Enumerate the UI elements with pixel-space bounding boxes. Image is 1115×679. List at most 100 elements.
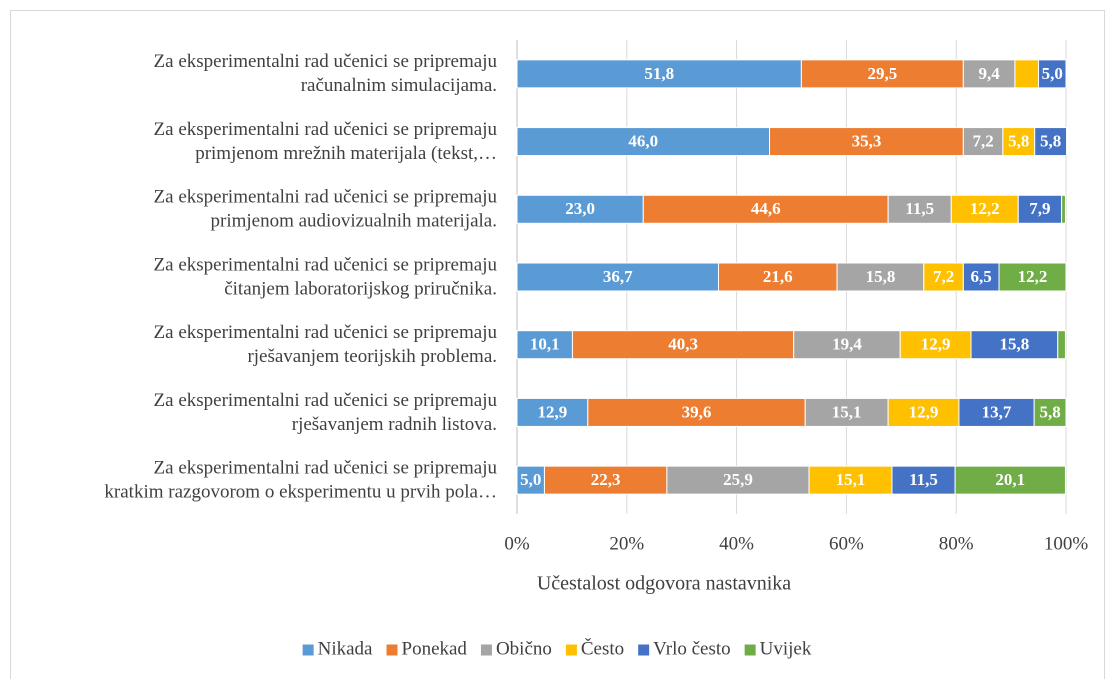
bar-segment bbox=[717, 262, 838, 292]
data-label: 12,2 bbox=[970, 199, 1000, 218]
y-tick-label: kratkim razgovorom o eksperimentu u prvi… bbox=[104, 482, 497, 503]
bar-segment bbox=[1034, 127, 1068, 157]
data-label: 44,6 bbox=[751, 199, 781, 218]
data-label: 15,8 bbox=[866, 267, 896, 286]
bar-segment bbox=[958, 397, 1035, 427]
y-tick-label: računalnim simulacijama. bbox=[301, 75, 497, 96]
bar-segment bbox=[923, 262, 964, 292]
bar-segment bbox=[970, 330, 1059, 360]
bar-segment bbox=[516, 59, 802, 89]
bar-segment bbox=[804, 397, 889, 427]
bar-segment bbox=[800, 59, 964, 89]
bar-segment bbox=[642, 194, 889, 224]
data-label: 23,0 bbox=[565, 199, 595, 218]
data-label: 36,7 bbox=[603, 267, 633, 286]
data-label: 39,6 bbox=[682, 402, 712, 421]
data-label: 35,3 bbox=[852, 131, 882, 150]
data-label: 15,1 bbox=[836, 470, 866, 489]
data-label: 5,8 bbox=[1008, 131, 1029, 150]
bar-segment bbox=[950, 194, 1019, 224]
y-tick-label: Za eksperimentalni rad učenici se pripre… bbox=[154, 187, 498, 208]
bar-segment bbox=[1002, 127, 1036, 157]
legend-swatch bbox=[480, 644, 492, 656]
bar-segment bbox=[516, 262, 719, 292]
y-tick-label: Za eksperimentalni rad učenici se pripre… bbox=[154, 51, 498, 72]
bar-segment bbox=[887, 194, 952, 224]
bar-segment bbox=[516, 465, 545, 495]
bar-segment bbox=[1014, 59, 1040, 89]
data-label: 19,4 bbox=[832, 335, 862, 354]
legend-label: Obično bbox=[496, 638, 552, 659]
data-label: 6,5 bbox=[971, 267, 992, 286]
legend-swatch bbox=[638, 644, 650, 656]
y-tick-label: rješavanjem radnih listova. bbox=[292, 414, 497, 435]
x-tick-label: 20% bbox=[609, 533, 644, 554]
legend-label: Često bbox=[581, 637, 624, 659]
data-label: 10,1 bbox=[530, 335, 560, 354]
data-label: 21,6 bbox=[763, 267, 793, 286]
legend-swatch bbox=[302, 644, 314, 656]
data-label: 5,0 bbox=[1042, 64, 1063, 83]
data-label: 15,8 bbox=[1000, 335, 1030, 354]
y-tick-label: rješavanjem teorijskih problema. bbox=[247, 346, 497, 367]
legend-swatch bbox=[744, 644, 756, 656]
data-label: 11,5 bbox=[909, 470, 938, 489]
bar-segment bbox=[954, 465, 1066, 495]
legend-swatch bbox=[386, 644, 398, 656]
x-axis-title: Učestalost odgovora nastavnika bbox=[537, 573, 791, 595]
data-label: 7,2 bbox=[933, 267, 954, 286]
data-label: 5,0 bbox=[520, 470, 541, 489]
data-label: 9,4 bbox=[979, 64, 1001, 83]
bar-segment bbox=[998, 262, 1067, 292]
bar-segment bbox=[587, 397, 806, 427]
data-label: 29,5 bbox=[867, 64, 897, 83]
y-tick-label: čitanjem laboratorijskog priručnika. bbox=[224, 278, 497, 299]
data-label: 12,9 bbox=[909, 402, 939, 421]
x-tick-label: 60% bbox=[829, 533, 864, 554]
legend-swatch bbox=[565, 644, 577, 656]
x-tick-label: 40% bbox=[719, 533, 754, 554]
x-tick-label: 100% bbox=[1044, 533, 1089, 554]
data-label: 12,9 bbox=[538, 402, 568, 421]
bar-segment bbox=[1057, 330, 1066, 360]
bar-segment bbox=[571, 330, 795, 360]
bar-segment bbox=[808, 465, 893, 495]
y-tick-label: Za eksperimentalni rad učenici se pripre… bbox=[154, 458, 498, 479]
y-tick-label: Za eksperimentalni rad učenici se pripre… bbox=[154, 322, 498, 343]
data-label: 15,1 bbox=[832, 402, 862, 421]
data-label: 12,9 bbox=[921, 335, 951, 354]
bar-segment bbox=[1033, 397, 1067, 427]
bar-segment bbox=[962, 262, 1000, 292]
y-tick-label: Za eksperimentalni rad učenici se pripre… bbox=[154, 390, 498, 411]
legend-label: Nikada bbox=[318, 638, 373, 659]
data-label: 7,9 bbox=[1029, 199, 1050, 218]
data-label: 5,8 bbox=[1039, 402, 1060, 421]
bar-segment bbox=[1017, 194, 1063, 224]
legend-label: Vrlo često bbox=[653, 638, 730, 659]
x-tick-label: 0% bbox=[504, 533, 530, 554]
y-tick-label: primjenom audiovizualnih materijala. bbox=[211, 211, 498, 232]
chart-border bbox=[10, 10, 1105, 679]
bar-segment bbox=[769, 127, 964, 157]
data-label: 46,0 bbox=[628, 131, 658, 150]
data-label: 5,8 bbox=[1040, 131, 1061, 150]
y-tick-label: primjenom mrežnih materijala (tekst,… bbox=[195, 143, 497, 164]
data-label: 12,2 bbox=[1018, 267, 1048, 286]
bar-segment bbox=[836, 262, 925, 292]
y-tick-label: Za eksperimentalni rad učenici se pripre… bbox=[154, 254, 498, 275]
bar-segment bbox=[543, 465, 668, 495]
bar-segment bbox=[793, 330, 901, 360]
data-label: 20,1 bbox=[995, 470, 1025, 489]
bar-segment bbox=[962, 127, 1004, 157]
bar-segment bbox=[516, 397, 589, 427]
data-label: 22,3 bbox=[591, 470, 621, 489]
data-label: 13,7 bbox=[982, 402, 1012, 421]
x-tick-label: 80% bbox=[939, 533, 974, 554]
data-label: 25,9 bbox=[723, 470, 753, 489]
data-label: 7,2 bbox=[972, 131, 993, 150]
bar-segment bbox=[899, 330, 972, 360]
bar-segment bbox=[1038, 59, 1067, 89]
data-label: 40,3 bbox=[668, 335, 698, 354]
legend-label: Ponekad bbox=[402, 638, 468, 659]
